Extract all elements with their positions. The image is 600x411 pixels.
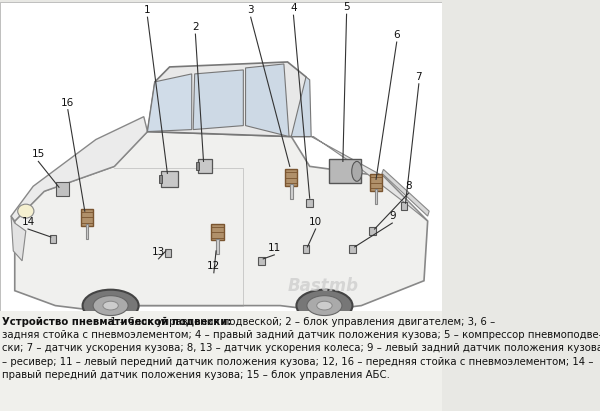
Bar (285, 169, 298, 186)
Text: ски; 7 – датчик ускорения кузова; 8, 13 – датчик ускорения колеса; 9 – левый зад: ски; 7 – датчик ускорения кузова; 8, 13 … (2, 343, 600, 353)
Text: 10: 10 (309, 217, 322, 227)
Bar (306, 199, 313, 207)
Polygon shape (382, 169, 429, 216)
Ellipse shape (17, 204, 34, 218)
Bar (50, 235, 56, 243)
Bar (159, 175, 162, 183)
Text: 11: 11 (268, 243, 281, 253)
Bar (259, 257, 265, 265)
Ellipse shape (93, 296, 128, 316)
Bar (0, 311, 442, 411)
Text: правый передний датчик положения кузова; 15 – блок управления АБС.: правый передний датчик положения кузова;… (2, 370, 390, 380)
Bar (211, 224, 224, 240)
Bar (349, 245, 356, 253)
Polygon shape (245, 64, 289, 136)
Ellipse shape (352, 162, 362, 181)
Polygon shape (11, 117, 148, 221)
Polygon shape (15, 132, 428, 311)
Bar (56, 182, 70, 196)
Text: 7: 7 (416, 72, 422, 82)
Bar (0, 2, 442, 311)
Bar (86, 224, 88, 239)
Ellipse shape (83, 290, 139, 321)
Text: 2: 2 (192, 22, 199, 32)
Bar (199, 159, 212, 173)
Ellipse shape (317, 301, 332, 310)
Text: 4: 4 (290, 3, 297, 13)
Bar (81, 209, 93, 226)
Text: 14: 14 (22, 217, 35, 227)
Text: 13: 13 (152, 247, 165, 257)
Text: 9: 9 (389, 211, 395, 221)
Text: 6: 6 (394, 30, 400, 40)
Bar (302, 245, 310, 253)
Polygon shape (291, 77, 311, 136)
Bar (369, 227, 376, 235)
Text: 8: 8 (405, 181, 412, 191)
Polygon shape (148, 62, 310, 136)
Text: – ресивер; 11 – левый передний датчик положения кузова; 12, 16 – передняя стойка: – ресивер; 11 – левый передний датчик по… (2, 357, 594, 367)
Text: Bastmb: Bastmb (287, 277, 359, 295)
Bar (216, 239, 219, 254)
Ellipse shape (103, 301, 118, 310)
Polygon shape (148, 74, 192, 132)
Text: Устройство пневматической подвески:: Устройство пневматической подвески: (2, 316, 232, 327)
Bar (375, 189, 377, 204)
Ellipse shape (296, 290, 352, 321)
Polygon shape (311, 136, 428, 221)
Bar (329, 159, 361, 183)
Text: 3: 3 (247, 5, 254, 15)
Ellipse shape (307, 296, 342, 316)
Bar (161, 171, 178, 187)
Text: задняя стойка с пневмоэлементом; 4 – правый задний датчик положения кузова; 5 – : задняя стойка с пневмоэлементом; 4 – пра… (2, 330, 600, 340)
Text: 12: 12 (207, 261, 220, 271)
Text: 1 – блок управления подвеской; 2 – блок управления двигателем; 3, 6 –: 1 – блок управления подвеской; 2 – блок … (107, 316, 495, 326)
Bar (196, 162, 199, 170)
Text: 16: 16 (61, 98, 74, 108)
Text: 15: 15 (32, 150, 45, 159)
Polygon shape (11, 216, 26, 261)
Bar (401, 202, 407, 210)
Bar (290, 184, 293, 199)
Polygon shape (193, 70, 244, 129)
Text: 5: 5 (343, 2, 350, 12)
Text: 1: 1 (144, 5, 151, 15)
Bar (165, 249, 172, 257)
Bar (370, 174, 382, 191)
